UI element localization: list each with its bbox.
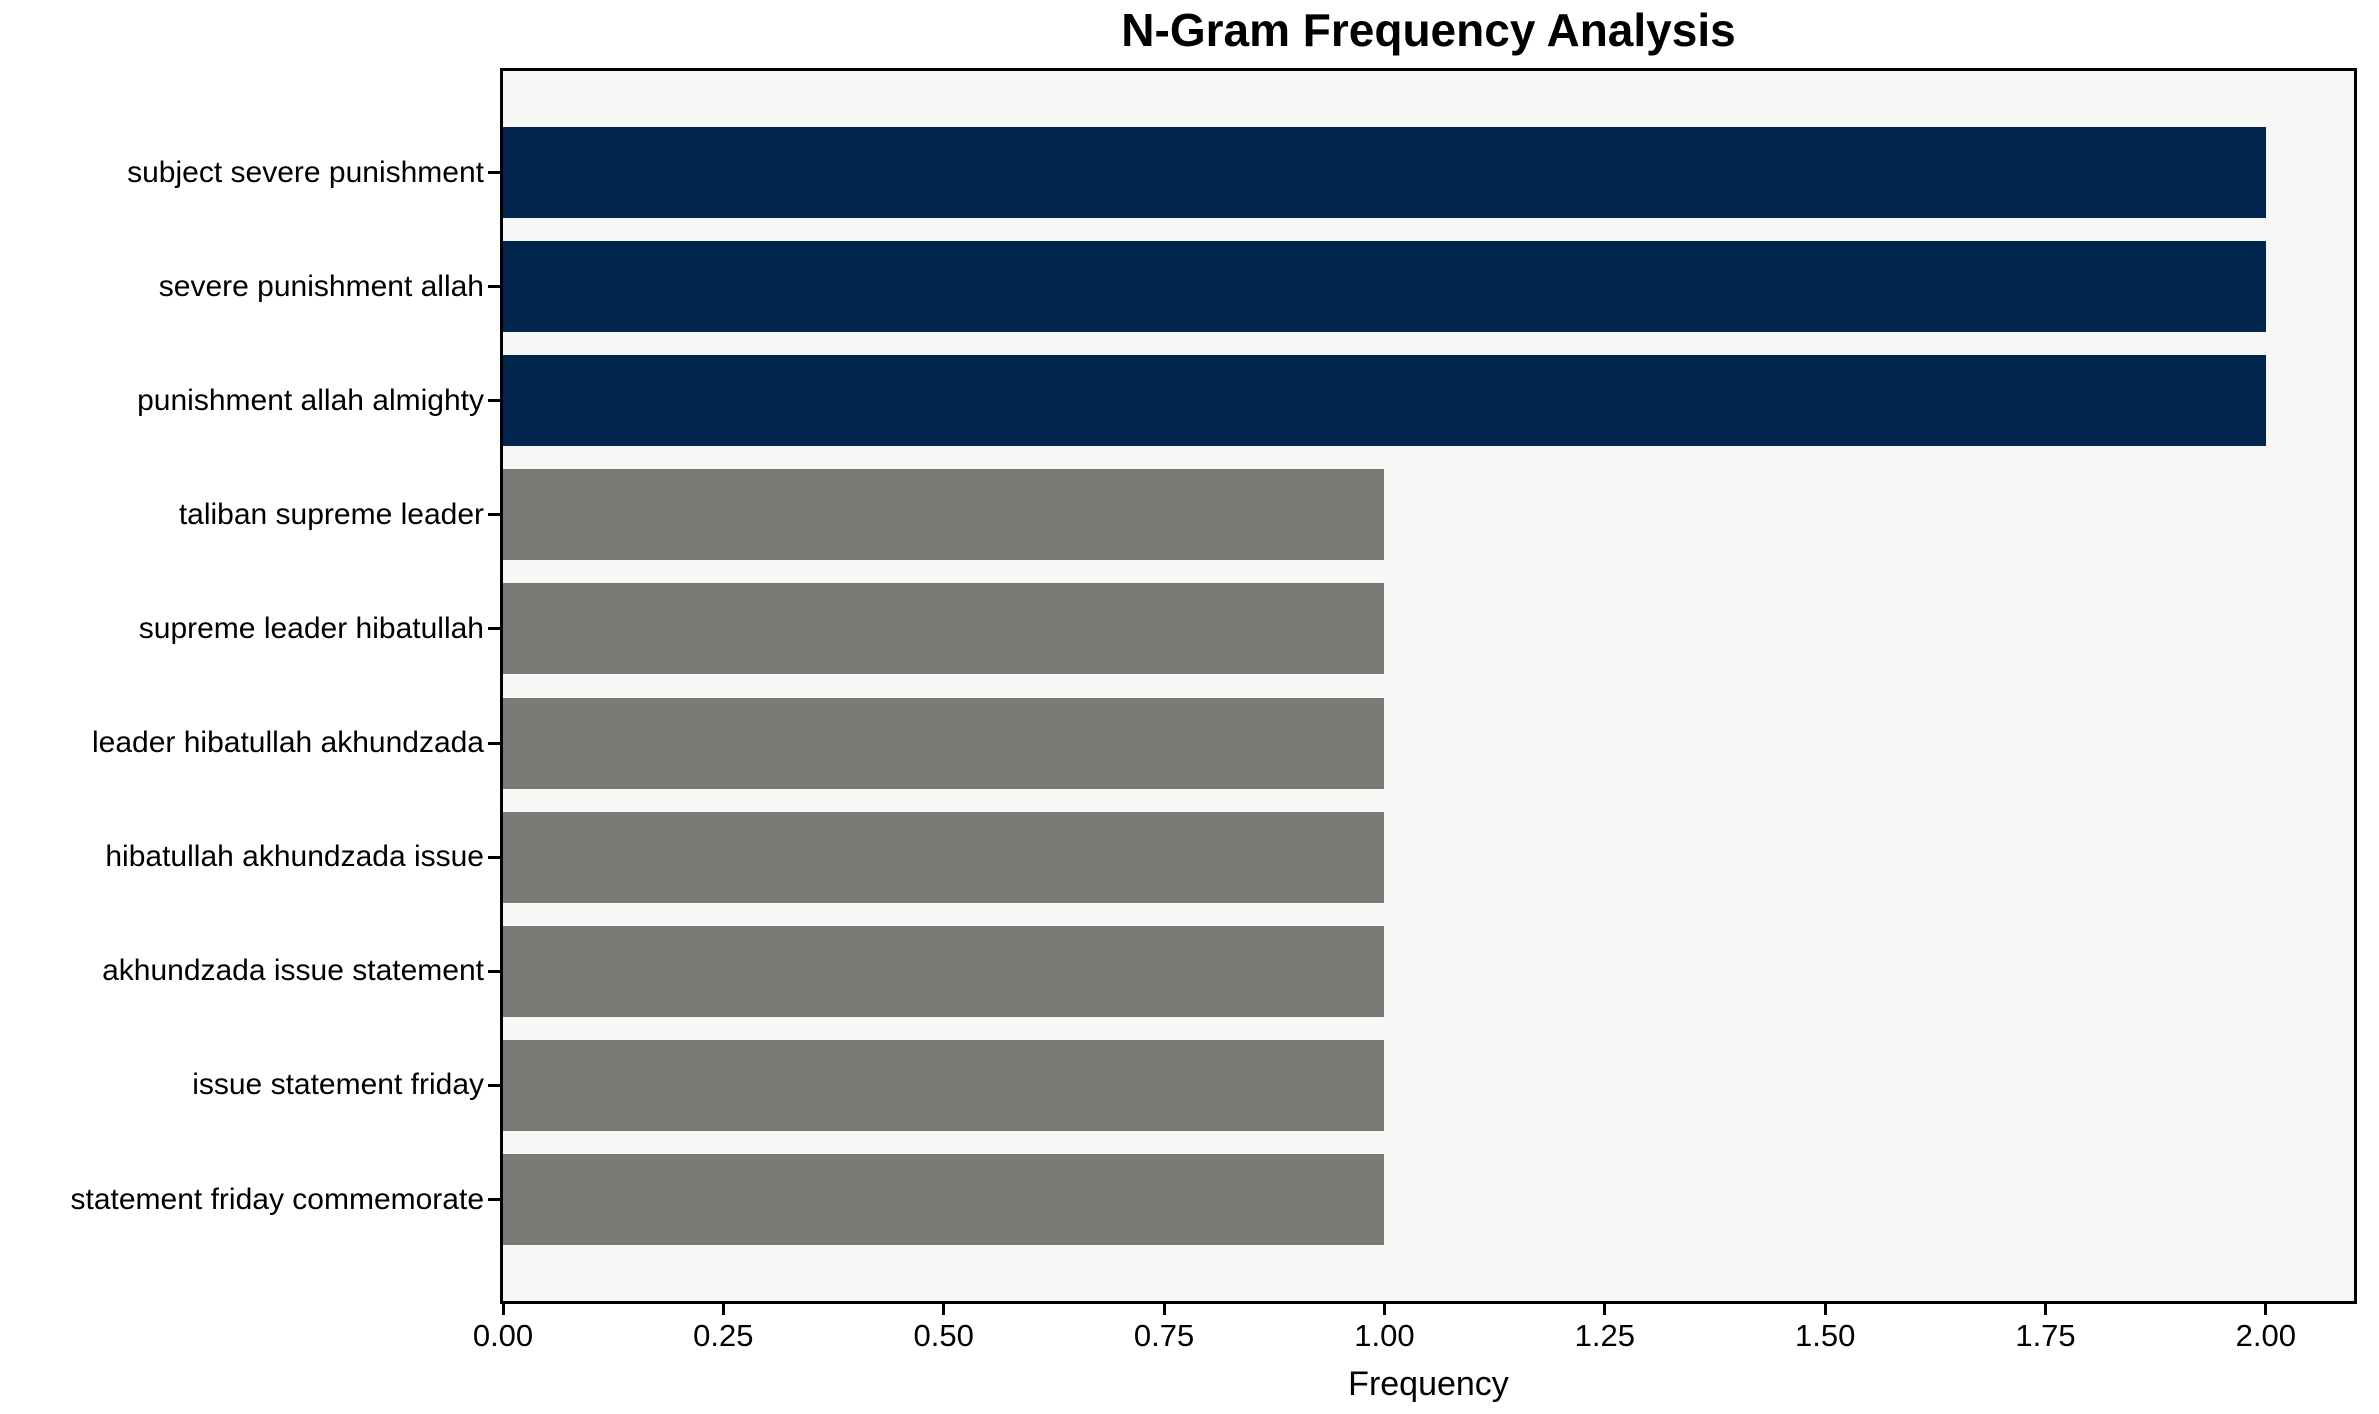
bar [503, 925, 1385, 1017]
y-tick-label: akhundzada issue statement [102, 954, 484, 988]
y-axis-labels: subject severe punishment severe punishme… [0, 0, 484, 1414]
y-tick-mark [488, 399, 500, 403]
x-tick-label: 2.00 [2235, 1318, 2297, 1353]
y-tick-mark [488, 1083, 500, 1087]
bar [503, 697, 1385, 789]
bar [503, 1154, 1385, 1245]
x-tick-label: 0.00 [472, 1318, 534, 1353]
y-tick-mark [488, 855, 500, 859]
x-tick-mark [1382, 1304, 1386, 1315]
x-tick-label: 1.75 [2015, 1318, 2076, 1353]
y-tick-label: hibatullah akhundzada issue [105, 840, 484, 874]
y-tick-mark [488, 285, 500, 289]
x-tick-mark [942, 1304, 946, 1315]
chart-title: N-Gram Frequency Analysis [1121, 4, 1736, 56]
plot-canvas [503, 71, 2354, 1301]
y-tick-label: taliban supreme leader [178, 497, 484, 531]
bar [503, 583, 1385, 675]
bar [503, 127, 2266, 218]
bar [503, 469, 1385, 561]
y-tick-label: punishment allah almighty [137, 383, 484, 417]
x-tick-label: 0.50 [913, 1318, 974, 1353]
y-tick-label: leader hibatullah akhundzada [92, 726, 484, 760]
x-tick-label: 1.00 [1354, 1318, 1415, 1353]
bar [503, 241, 2266, 333]
plot-area [500, 68, 2357, 1304]
x-tick-mark [501, 1304, 505, 1315]
x-tick-mark [2264, 1304, 2268, 1315]
y-tick-mark [488, 171, 500, 174]
x-axis-label: Frequency [1348, 1365, 1509, 1403]
x-tick-label: 0.75 [1133, 1318, 1195, 1353]
y-tick-label: statement friday commemorate [70, 1182, 484, 1216]
y-tick-mark [488, 1198, 500, 1201]
y-tick-label: severe punishment allah [158, 269, 484, 303]
x-tick-mark [1603, 1304, 1607, 1315]
x-tick-label: 1.50 [1794, 1318, 1856, 1353]
bar [503, 1039, 1385, 1131]
x-tick-mark [1823, 1304, 1827, 1315]
y-tick-mark [488, 627, 500, 631]
x-tick-mark [2044, 1304, 2047, 1315]
bar [503, 811, 1385, 903]
y-tick-mark [488, 969, 500, 973]
x-tick-mark [721, 1304, 725, 1315]
y-tick-mark [488, 513, 500, 517]
y-tick-mark [488, 741, 500, 745]
bar [503, 355, 2266, 447]
x-tick-mark [1162, 1304, 1166, 1315]
x-tick-label: 1.25 [1574, 1318, 1635, 1353]
x-tick-label: 0.25 [693, 1318, 754, 1353]
y-tick-label: supreme leader hibatullah [138, 611, 484, 645]
y-tick-label: issue statement friday [192, 1068, 484, 1102]
y-tick-label: subject severe punishment [127, 155, 484, 189]
